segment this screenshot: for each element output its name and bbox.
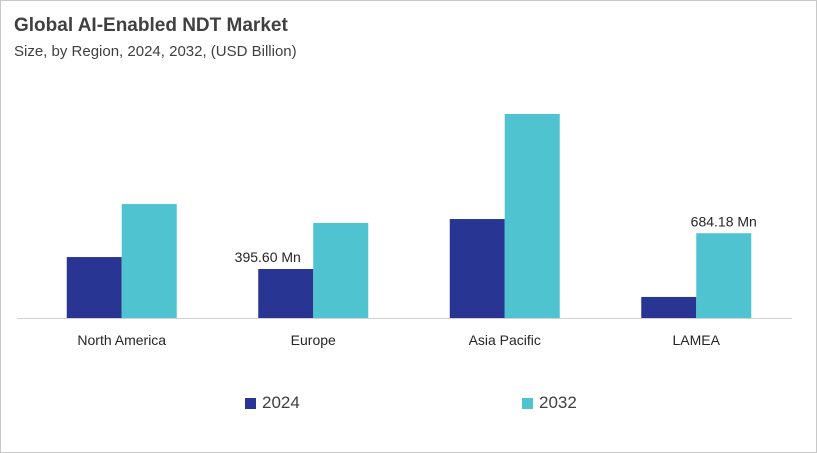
legend-swatch-2032 (522, 397, 533, 409)
bar-europe-2024 (258, 269, 314, 318)
bar-asia-pacific-2032 (504, 114, 560, 318)
bar-lamea-2024 (641, 296, 697, 318)
legend-swatch-2024 (245, 397, 256, 409)
x-tick-label: LAMEA (673, 332, 721, 348)
x-tick-label: North America (77, 332, 166, 348)
x-tick-label: Europe (291, 332, 336, 348)
legend-label-2024: 2024 (262, 393, 300, 412)
bar-north-america-2024 (66, 257, 122, 318)
bar-asia-pacific-2024 (449, 219, 505, 318)
bar-north-america-2032 (121, 204, 177, 318)
x-tick-label: Asia Pacific (469, 332, 541, 348)
legend-item-2024: 2024 (245, 393, 300, 413)
bar-lamea-2032 (696, 233, 752, 318)
chart-title: Global AI-Enabled NDT Market (14, 15, 288, 36)
bar-europe-2032 (313, 222, 369, 318)
legend-item-2032: 2032 (522, 393, 577, 413)
legend-label-2032: 2032 (539, 393, 577, 412)
data-label: 684.18 Mn (691, 213, 757, 229)
chart-subtitle: Size, by Region, 2024, 2032, (USD Billio… (14, 43, 297, 60)
data-label: 395.60 Mn (235, 249, 301, 265)
